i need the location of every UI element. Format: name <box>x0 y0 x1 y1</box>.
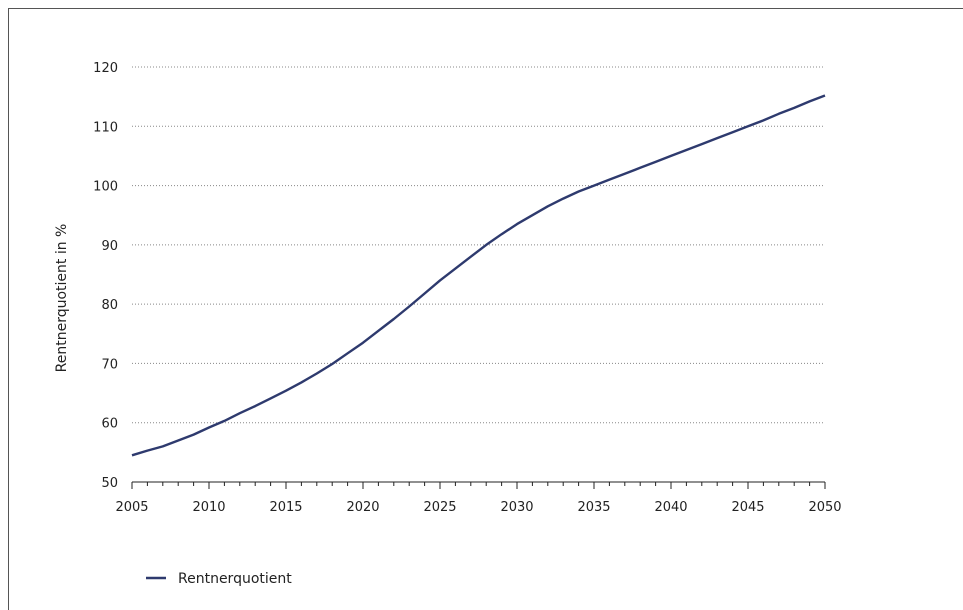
y-tick-label-100: 100 <box>93 180 118 195</box>
y-tick-label-60: 60 <box>101 417 118 432</box>
x-tick-label-2035: 2035 <box>577 500 610 515</box>
y-tick-label-80: 80 <box>101 298 118 313</box>
x-tick-label-2050: 2050 <box>808 500 841 515</box>
y-tick-label-110: 110 <box>93 120 118 135</box>
x-tick-label-2040: 2040 <box>654 500 687 515</box>
x-tick-label-2025: 2025 <box>423 500 456 515</box>
x-tick-label-2020: 2020 <box>346 500 379 515</box>
y-tick-label-120: 120 <box>93 61 118 76</box>
y-tick-labels: 50 60 70 80 90 100 110 120 <box>93 61 118 491</box>
x-tick-label-2005: 2005 <box>115 500 148 515</box>
chart-frame <box>8 8 963 610</box>
y-tick-label-50: 50 <box>101 476 118 491</box>
y-tick-label-90: 90 <box>101 239 118 254</box>
series-line-0 <box>131 94 826 457</box>
x-tick-label-2030: 2030 <box>500 500 533 515</box>
grid-lines <box>132 66 825 424</box>
series-layer <box>131 94 826 457</box>
x-tick-label-2015: 2015 <box>269 500 302 515</box>
y-tick-label-70: 70 <box>101 357 118 372</box>
x-axis <box>131 481 826 489</box>
y-axis-title: Rentnerquotient in % <box>54 224 70 373</box>
legend: Rentnerquotient <box>146 571 292 587</box>
x-tick-label-2045: 2045 <box>731 500 764 515</box>
x-tick-labels: 2005 2010 2015 2020 2025 2030 2035 2040 2045 2050 <box>115 500 841 515</box>
x-tick-label-2010: 2010 <box>192 500 225 515</box>
legend-label-rentnerquotient: Rentnerquotient <box>178 571 292 587</box>
